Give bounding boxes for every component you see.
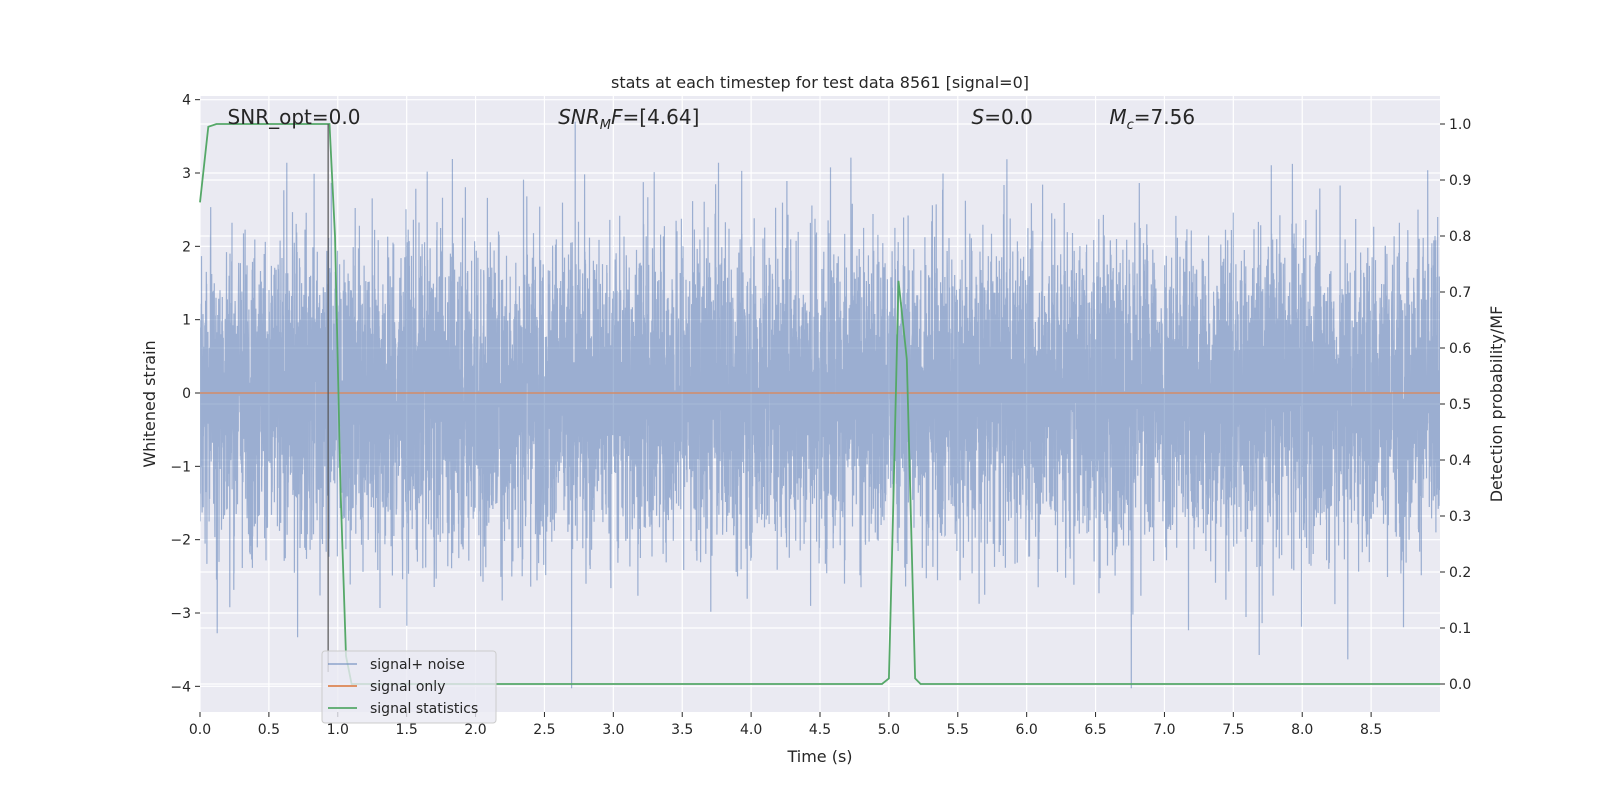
y2-tick-label: 0.3 [1449, 509, 1471, 525]
y-tick-label: 0 [182, 386, 191, 402]
y-tick-label: 4 [182, 93, 191, 109]
y2-tick-label: 0.9 [1449, 173, 1471, 189]
x-tick-label: 6.5 [1084, 722, 1106, 738]
x-tick-label: 7.0 [1153, 722, 1175, 738]
x-tick-label: 1.0 [327, 722, 349, 738]
y-axis: −4 −3 −2 −1 0 1 2 3 4 [170, 93, 200, 695]
x-tick-label: 3.0 [602, 722, 624, 738]
y-tick-label: 1 [182, 313, 191, 329]
y2-tick-label: 0.6 [1449, 341, 1471, 357]
x-tick-label: 8.0 [1291, 722, 1313, 738]
x-tick-label: 0.0 [189, 722, 211, 738]
legend: signal+ noise signal only signal statistic… [321, 650, 497, 724]
annotation-2: S=0.0 [972, 105, 1033, 129]
x-tick-label: 1.5 [396, 722, 418, 738]
y2-tick-label: 0.8 [1449, 229, 1471, 245]
y-tick-label: 3 [182, 166, 191, 182]
chart-title: stats at each timestep for test data 856… [611, 73, 1029, 92]
x-tick-label: 6.0 [1016, 722, 1038, 738]
y-axis-label: Whitened strain [140, 340, 159, 467]
legend-box [321, 650, 497, 724]
y2-tick-label: 0.7 [1449, 285, 1471, 301]
x-tick-label: 2.5 [533, 722, 555, 738]
y2-axis-label: Detection probability/MF [1487, 306, 1506, 503]
x-axis: 0.0 0.5 1.0 1.5 2.0 2.5 3.0 3.5 4.0 4.5 5.0 5.5 6.0 6… [189, 712, 1382, 738]
annotations: SNR_opt=0.0 SNRMF=[4.64] S=0.0 Mc=7.56 [228, 105, 1195, 133]
y2-tick-label: 0.5 [1449, 397, 1471, 413]
y2-tick-label: 0.2 [1449, 565, 1471, 581]
annotation-3: Mc=7.56 [1109, 105, 1195, 133]
annotation-0: SNR_opt=0.0 [228, 105, 361, 129]
y2-axis: 0.0 0.1 0.2 0.3 0.4 0.5 0.6 0.7 0.8 0.9 1.0 [1440, 117, 1471, 693]
x-tick-label: 3.5 [671, 722, 693, 738]
annotation-1: SNRMF=[4.64] [558, 105, 699, 133]
y-tick-label: 2 [182, 239, 191, 255]
legend-label-0: signal+ noise [370, 657, 465, 673]
y-tick-label: −4 [170, 679, 191, 695]
x-tick-label: 8.5 [1360, 722, 1382, 738]
x-axis-label: Time (s) [786, 747, 852, 766]
x-tick-label: 5.0 [878, 722, 900, 738]
y2-tick-label: 1.0 [1449, 117, 1471, 133]
y2-tick-label: 0.0 [1449, 677, 1471, 693]
x-tick-label: 7.5 [1222, 722, 1244, 738]
x-tick-label: 4.0 [740, 722, 762, 738]
y2-tick-label: 0.4 [1449, 453, 1471, 469]
x-tick-label: 5.5 [947, 722, 969, 738]
legend-label-2: signal statistics [370, 701, 478, 717]
y-tick-label: −3 [170, 606, 191, 622]
legend-label-1: signal only [370, 679, 445, 695]
y-tick-label: −1 [170, 459, 191, 475]
x-tick-label: 2.0 [464, 722, 486, 738]
x-tick-label: 0.5 [258, 722, 280, 738]
series-signal-noise [200, 121, 1440, 689]
y-tick-label: −2 [170, 533, 191, 549]
y2-tick-label: 0.1 [1449, 621, 1471, 637]
x-tick-label: 4.5 [809, 722, 831, 738]
